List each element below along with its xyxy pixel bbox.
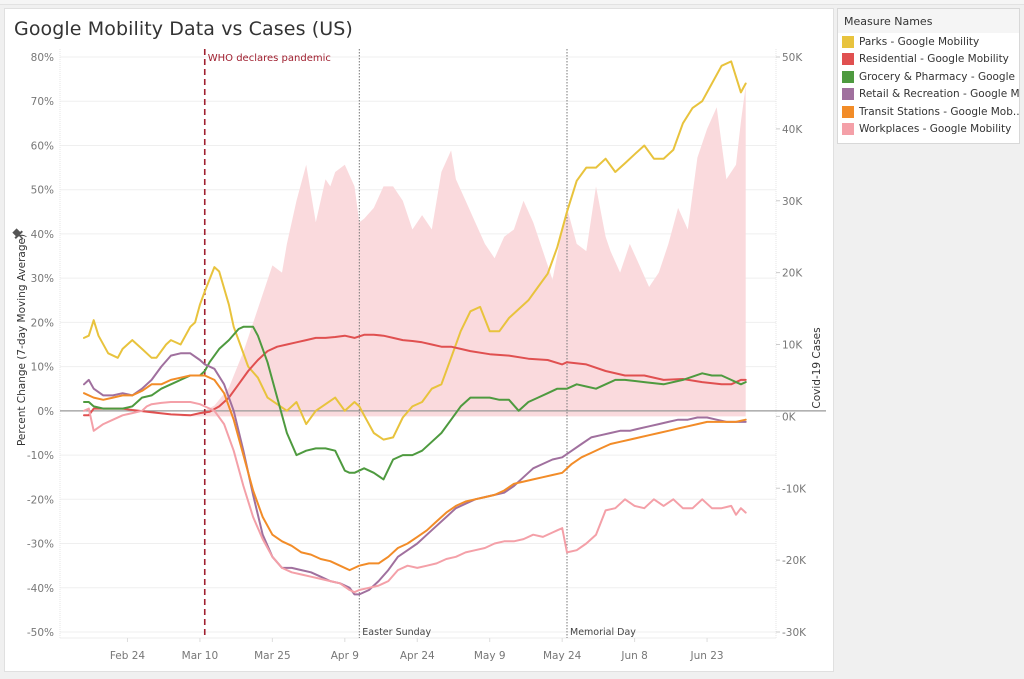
- y-axis-title: Percent Change (7-day Moving Average): [16, 234, 28, 446]
- x-tick-label: Jun 8: [620, 650, 647, 662]
- x-tick-label: May 24: [543, 650, 582, 662]
- legend-swatch: [842, 35, 854, 48]
- legend: Measure Names Parks - Google Mobility Res…: [837, 8, 1020, 144]
- y2-tick-label: 50K: [782, 52, 803, 64]
- series-line[interactable]: [83, 352, 747, 596]
- legend-swatch: [842, 123, 854, 136]
- legend-title: Measure Names: [838, 9, 1019, 33]
- series-line[interactable]: [83, 401, 747, 594]
- x-tick-label: May 9: [474, 650, 506, 662]
- legend-label: Retail & Recreation - Google M..: [859, 88, 1019, 101]
- y-tick-label: 10%: [31, 362, 54, 374]
- annotation-label: WHO declares pandemic: [208, 53, 331, 64]
- y2-tick-label: 40K: [782, 124, 803, 136]
- x-tick-label: Feb 24: [110, 650, 146, 662]
- top-strip: [0, 0, 1024, 5]
- legend-item[interactable]: Residential - Google Mobility: [838, 51, 1019, 69]
- y-tick-label: -50%: [27, 627, 54, 639]
- y2-tick-label: 20K: [782, 268, 803, 280]
- y2-tick-label: -20K: [782, 555, 807, 567]
- series-line[interactable]: [83, 333, 747, 417]
- legend-swatch: [842, 53, 854, 66]
- y-tick-label: 60%: [31, 140, 54, 152]
- legend-item[interactable]: Workplaces - Google Mobility: [838, 121, 1019, 139]
- y2-tick-label: 0K: [782, 411, 797, 423]
- legend-label: Residential - Google Mobility: [859, 53, 1009, 66]
- annotation-label: Easter Sunday: [362, 627, 431, 638]
- y-tick-label: 30%: [31, 273, 54, 285]
- y-tick-label: -20%: [27, 494, 54, 506]
- cases-area-layer: [84, 85, 746, 417]
- y-tick-label: 80%: [31, 52, 54, 64]
- y-tick-label: -10%: [27, 450, 54, 462]
- x-tick-label: Mar 25: [254, 650, 291, 662]
- y2-axis-title: Covid-19 Cases: [811, 327, 823, 408]
- x-tick-label: Mar 10: [182, 650, 219, 662]
- series-line[interactable]: [83, 374, 747, 572]
- legend-swatch: [842, 105, 854, 118]
- legend-label: Grocery & Pharmacy - Google ..: [859, 70, 1019, 83]
- legend-label: Parks - Google Mobility: [859, 35, 980, 48]
- series-line[interactable]: [83, 325, 747, 481]
- y-tick-label: 0%: [37, 406, 54, 418]
- x-tick-label: Jun 23: [690, 650, 724, 662]
- y-tick-label: 70%: [31, 96, 54, 108]
- annotation-label: Memorial Day: [570, 627, 636, 638]
- series-lines-layer: [83, 60, 747, 596]
- legend-label: Workplaces - Google Mobility: [859, 123, 1012, 136]
- y2-tick-label: 10K: [782, 340, 803, 352]
- y-tick-label: 40%: [31, 229, 54, 241]
- cases-area: [84, 85, 746, 417]
- annotations-layer: WHO declares pandemic Easter Sunday Memori…: [203, 49, 636, 638]
- y-tick-label: 20%: [31, 317, 54, 329]
- y2-tick-label: 30K: [782, 196, 803, 208]
- legend-label: Transit Stations - Google Mob..: [859, 105, 1019, 118]
- legend-item[interactable]: Transit Stations - Google Mob..: [838, 103, 1019, 121]
- chart-title: Google Mobility Data vs Cases (US): [14, 18, 353, 40]
- series-line[interactable]: [83, 60, 747, 441]
- x-tick-label: Apr 9: [331, 650, 359, 662]
- legend-item[interactable]: Retail & Recreation - Google M..: [838, 86, 1019, 104]
- y-tick-label: -40%: [27, 583, 54, 595]
- x-tick-label: Apr 24: [400, 650, 435, 662]
- legend-item[interactable]: Parks - Google Mobility: [838, 33, 1019, 51]
- legend-swatch: [842, 70, 854, 83]
- legend-swatch: [842, 88, 854, 101]
- axes-layer: 80% 70% 60% 50% 40% 30% 20% 10% 0% -10% -20% -30% -4…: [27, 52, 807, 662]
- y-tick-label: -30%: [27, 539, 54, 551]
- y-tick-label: 50%: [31, 185, 54, 197]
- y2-tick-label: -30K: [782, 627, 807, 639]
- y2-tick-label: -10K: [782, 483, 807, 495]
- legend-item[interactable]: Grocery & Pharmacy - Google ..: [838, 68, 1019, 86]
